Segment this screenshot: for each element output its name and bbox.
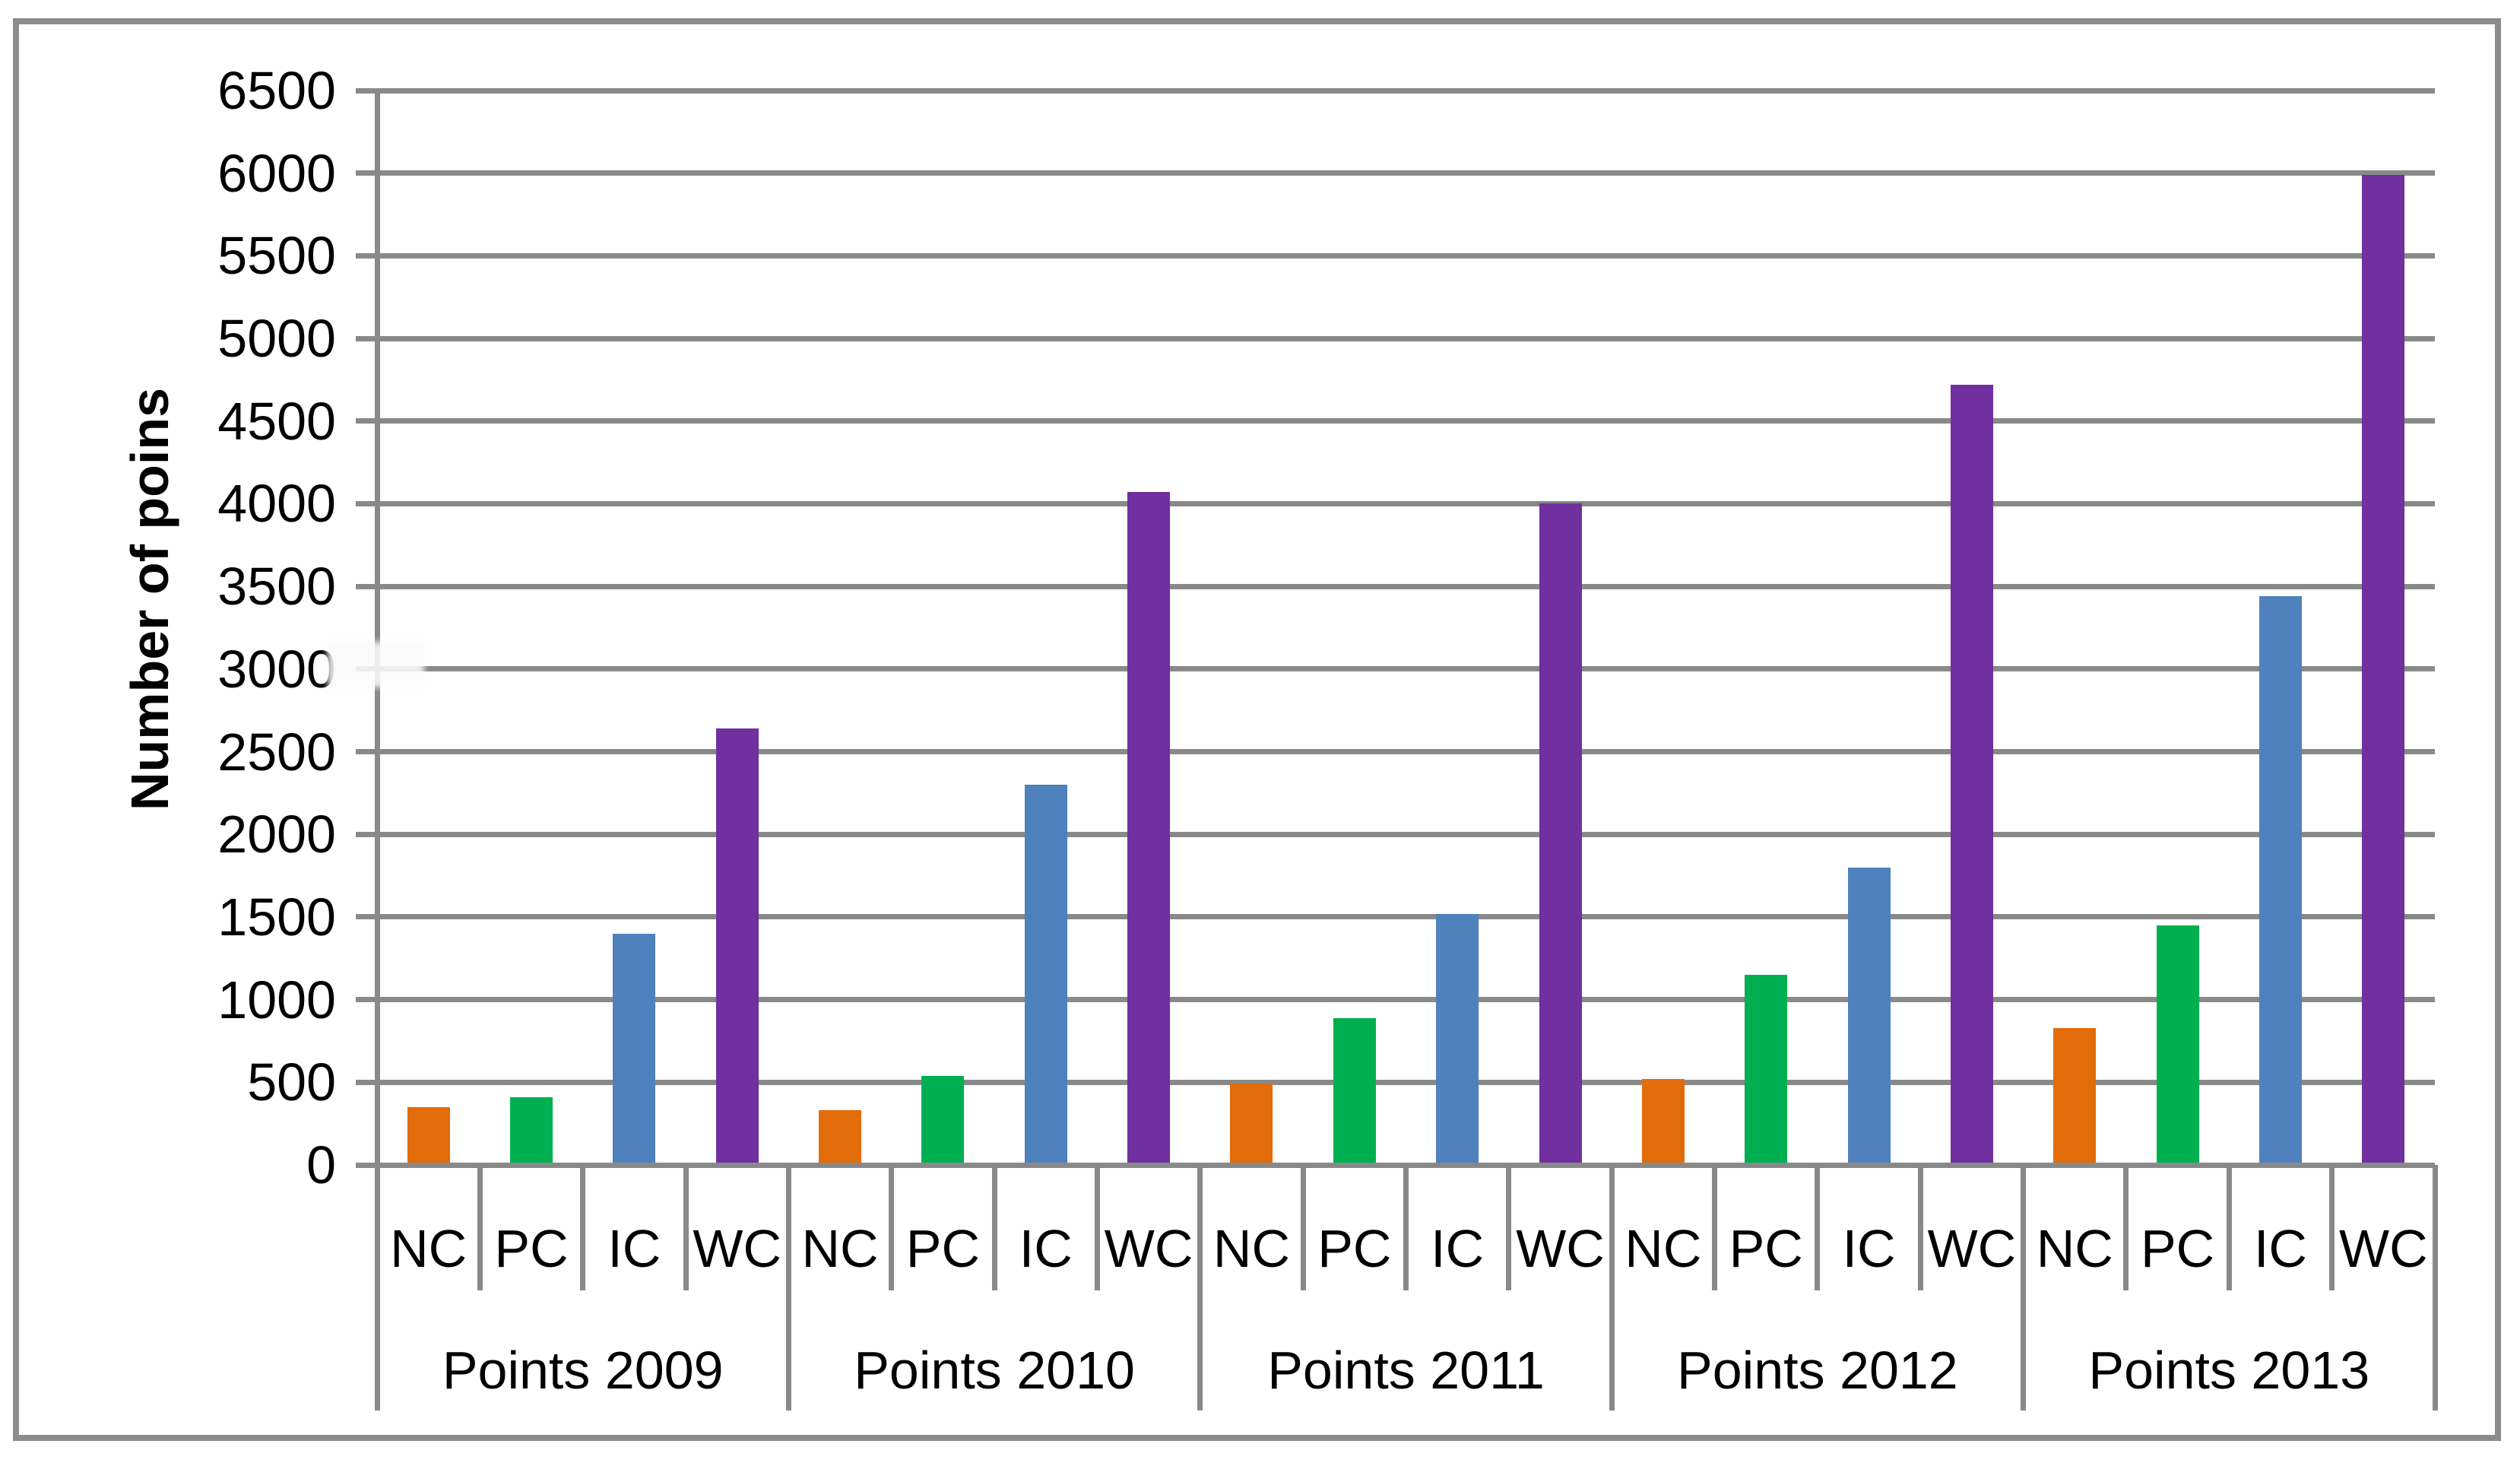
gridline-5000 (356, 335, 2435, 341)
gridline-6000 (356, 170, 2435, 176)
bar-WC-Points-2009 (715, 728, 759, 1165)
gridline-5500 (356, 252, 2435, 259)
category-label-PC-3: PC (1729, 1219, 1803, 1278)
bar-IC-Points-2011 (1436, 913, 1479, 1165)
bar-PC-Points-2012 (1745, 975, 1788, 1165)
category-tick (1815, 1165, 1821, 1290)
group-separator (374, 1165, 380, 1411)
gridline-2000 (356, 831, 2435, 837)
bar-WC-Points-2013 (2362, 174, 2405, 1165)
y-axis-line (374, 90, 380, 1165)
gridline-3000 (356, 666, 2435, 672)
category-tick (889, 1165, 895, 1290)
y-tick-label-6000: 6000 (217, 143, 336, 203)
bar-PC-Points-2009 (510, 1096, 553, 1165)
gridline-1000 (356, 997, 2435, 1003)
y-tick-label-2500: 2500 (217, 722, 336, 782)
bar-IC-Points-2009 (613, 933, 656, 1165)
category-tick (1506, 1165, 1512, 1290)
smudge-artifact (327, 642, 424, 687)
category-tick (2226, 1165, 2232, 1290)
category-label-IC-1: IC (1019, 1219, 1073, 1278)
y-tick-label-5500: 5500 (217, 226, 336, 286)
group-label-Points-2010: Points 2010 (854, 1341, 1135, 1400)
category-label-WC-4: WC (2339, 1219, 2428, 1278)
y-tick-label-5000: 5000 (217, 309, 336, 369)
category-label-WC-2: WC (1516, 1219, 1605, 1278)
bar-NC-Points-2009 (407, 1106, 450, 1165)
category-label-NC-1: NC (801, 1219, 879, 1278)
bar-PC-Points-2011 (1333, 1017, 1376, 1165)
bar-WC-Points-2010 (1127, 492, 1171, 1165)
bar-NC-Points-2013 (2053, 1027, 2097, 1165)
group-label-Points-2009: Points 2009 (442, 1341, 724, 1400)
group-separator (2021, 1165, 2027, 1411)
y-tick-label-1500: 1500 (217, 887, 336, 947)
bar-NC-Points-2011 (1230, 1084, 1273, 1165)
gridline-4000 (356, 500, 2435, 506)
bar-IC-Points-2013 (2258, 596, 2302, 1165)
category-tick (1712, 1165, 1718, 1290)
category-label-WC-3: WC (1927, 1219, 2017, 1278)
category-label-IC-3: IC (1842, 1219, 1896, 1278)
category-tick (683, 1165, 689, 1290)
group-separator (2432, 1165, 2438, 1411)
bar-PC-Points-2013 (2156, 925, 2199, 1165)
bar-WC-Points-2012 (1950, 384, 1993, 1165)
category-tick (477, 1165, 483, 1290)
bar-IC-Points-2012 (1847, 867, 1891, 1165)
category-tick (2123, 1165, 2129, 1290)
group-separator (1609, 1165, 1615, 1411)
category-label-PC-4: PC (2140, 1219, 2215, 1278)
bar-NC-Points-2010 (819, 1110, 862, 1165)
x-axis-line (356, 1162, 2435, 1168)
category-label-WC-1: WC (1104, 1219, 1193, 1278)
y-tick-label-3500: 3500 (217, 557, 336, 617)
category-tick (991, 1165, 997, 1290)
category-label-NC-2: NC (1212, 1219, 1291, 1278)
category-tick (1094, 1165, 1100, 1290)
y-tick-label-4000: 4000 (217, 474, 336, 534)
bar-IC-Points-2010 (1024, 785, 1067, 1165)
category-label-NC-4: NC (2036, 1219, 2113, 1278)
category-label-PC-2: PC (1317, 1219, 1392, 1278)
category-label-WC-0: WC (693, 1219, 782, 1278)
bar-WC-Points-2011 (1539, 503, 1582, 1165)
category-label-NC-3: NC (1625, 1219, 1702, 1278)
group-separator (1197, 1165, 1203, 1411)
group-label-Points-2011: Points 2011 (1267, 1341, 1545, 1400)
gridline-4500 (356, 418, 2435, 424)
gridline-500 (356, 1079, 2435, 1085)
category-tick (2329, 1165, 2335, 1290)
y-tick-label-3000: 3000 (217, 639, 336, 699)
gridline-1500 (356, 914, 2435, 920)
group-separator (785, 1165, 791, 1411)
y-tick-label-1000: 1000 (217, 970, 336, 1030)
group-label-Points-2013: Points 2013 (2088, 1341, 2370, 1400)
category-tick (1403, 1165, 1409, 1290)
y-tick-label-500: 500 (247, 1052, 336, 1112)
category-label-IC-2: IC (1431, 1219, 1485, 1278)
gridline-3500 (356, 583, 2435, 589)
category-label-IC-0: IC (607, 1219, 661, 1278)
group-label-Points-2012: Points 2012 (1677, 1341, 1958, 1400)
chart-border (13, 18, 2501, 1441)
y-tick-label-6500: 6500 (217, 61, 336, 120)
gridline-6500 (356, 87, 2435, 94)
y-tick-label-0: 0 (306, 1135, 336, 1195)
category-label-IC-4: IC (2253, 1219, 2307, 1278)
bar-PC-Points-2010 (921, 1075, 965, 1165)
gridline-2500 (356, 749, 2435, 755)
y-tick-label-2000: 2000 (217, 804, 336, 865)
category-tick (1917, 1165, 1923, 1290)
category-label-NC-0: NC (390, 1219, 468, 1278)
category-label-PC-0: PC (494, 1219, 569, 1278)
bar-NC-Points-2012 (1641, 1078, 1685, 1165)
category-tick (580, 1165, 586, 1290)
category-tick (1300, 1165, 1306, 1290)
y-tick-label-4500: 4500 (217, 391, 336, 451)
category-label-PC-1: PC (905, 1219, 981, 1278)
